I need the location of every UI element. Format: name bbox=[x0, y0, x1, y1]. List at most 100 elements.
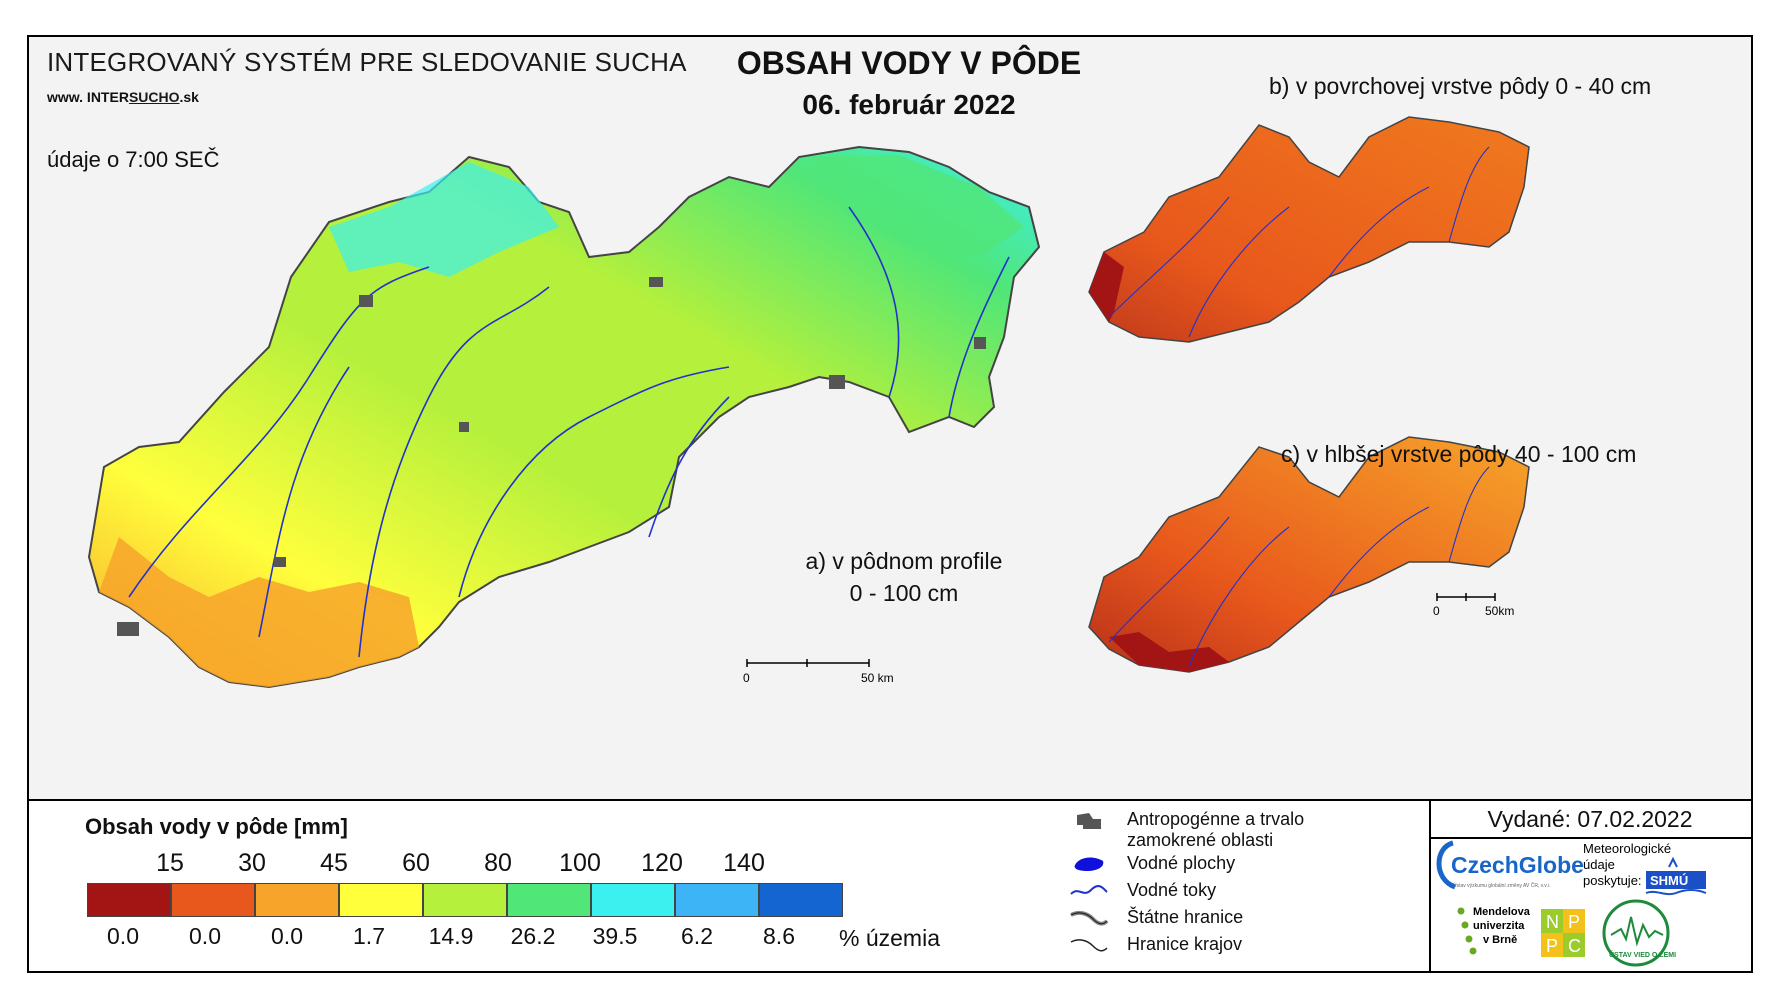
nppc-letter: N bbox=[1546, 912, 1559, 932]
scale-main-zero: 0 bbox=[743, 671, 750, 685]
shmu-logo: SHMÚ bbox=[1645, 856, 1707, 896]
shmu-note-line2: údaje bbox=[1583, 857, 1615, 872]
uvz-name: ÚSTAV VIED O ZEMI bbox=[1609, 950, 1676, 959]
logos-svg: CzechGlobe Ústav výzkumu globální změny … bbox=[1436, 840, 1707, 967]
uvz-logo: ÚSTAV VIED O ZEMI bbox=[1602, 899, 1676, 967]
anthropogenic-line1: Antropogénne a trvalo bbox=[1127, 809, 1305, 829]
map-a-rivers bbox=[128, 206, 1010, 658]
region-border-icon bbox=[1070, 939, 1108, 952]
mendel-logo: Mendelova univerzita v Brně bbox=[1457, 906, 1531, 955]
map-a bbox=[87, 145, 1041, 689]
czechglobe-name: CzechGlobe bbox=[1451, 852, 1584, 878]
map-a-wet-north bbox=[329, 162, 559, 277]
class-percent: 14.9 bbox=[428, 923, 474, 949]
legend-swatch bbox=[507, 883, 591, 917]
region-border-label: Hranice krajov bbox=[1127, 934, 1243, 954]
map-frame: 0 50 km 0 50km INTEGROVANÝ SYSTÉM PRE SL… bbox=[27, 35, 1753, 973]
scale-small-zero: 0 bbox=[1433, 604, 1440, 618]
scale-main-end: 50 km bbox=[861, 671, 894, 685]
class-percent: 0.0 bbox=[107, 923, 139, 949]
stream-icon bbox=[1070, 885, 1108, 895]
map-a-urban-areas bbox=[117, 277, 986, 636]
map-c-label: c) v hlbšej vrstve pôdy 40 - 100 cm bbox=[1281, 441, 1637, 467]
legend-percentages: 0.0 0.0 0.0 1.7 14.9 26.2 39.5 6.2 8.6 bbox=[87, 923, 847, 953]
nppc-letter: P bbox=[1546, 936, 1558, 956]
nppc-letter: P bbox=[1568, 912, 1580, 932]
threshold: 45 bbox=[320, 849, 348, 877]
symbol-anthropogenic: Antropogénne a trvalo zamokrené oblasti bbox=[1069, 809, 1309, 853]
map-b bbox=[1088, 116, 1530, 343]
website-link[interactable]: www. INTERSUCHO.sk bbox=[47, 89, 199, 105]
shmu-name: SHMÚ bbox=[1650, 873, 1688, 888]
nppc-letter: C bbox=[1568, 936, 1581, 956]
legend-swatch bbox=[423, 883, 507, 917]
legend-color-bar bbox=[87, 883, 843, 917]
shmu-note-line1: Meteorologické bbox=[1583, 841, 1671, 856]
class-percent: 8.6 bbox=[763, 923, 795, 949]
website-suffix: .sk bbox=[179, 89, 199, 105]
data-time: údaje o 7:00 SEČ bbox=[47, 147, 220, 172]
map-a-wet-east bbox=[809, 155, 1024, 257]
threshold: 60 bbox=[402, 849, 430, 877]
water-body-icon bbox=[1074, 857, 1104, 871]
class-percent: 0.0 bbox=[189, 923, 221, 949]
shmu-note: Meteorologické údaje poskytuje: bbox=[1583, 841, 1671, 888]
czechglobe-logo: CzechGlobe Ústav výzkumu globální změny … bbox=[1436, 840, 1584, 890]
state-border-icon bbox=[1070, 910, 1109, 926]
urban-area-icon bbox=[1077, 813, 1101, 829]
threshold: 120 bbox=[641, 849, 683, 877]
map-c bbox=[1088, 436, 1530, 673]
threshold: 140 bbox=[723, 849, 765, 877]
legend-swatch bbox=[759, 883, 843, 917]
scale-small-end: 50km bbox=[1485, 604, 1514, 618]
legend-swatch bbox=[87, 883, 171, 917]
map-a-label: a) v pôdnom profile 0 - 100 cm bbox=[789, 545, 1019, 609]
issued-box bbox=[1429, 801, 1753, 973]
map-c-rivers bbox=[1108, 466, 1490, 668]
map-a-label-line1: a) v pôdnom profile bbox=[805, 548, 1003, 574]
class-percent: 0.0 bbox=[271, 923, 303, 949]
legend-thresholds: 15 30 45 60 80 100 120 140 bbox=[85, 849, 845, 879]
issued-date: Vydané: 07.02.2022 bbox=[1429, 801, 1751, 839]
map-c-territory bbox=[1088, 436, 1530, 673]
symbol-state-border: Štátne hranice bbox=[1069, 907, 1309, 934]
system-title: INTEGROVANÝ SYSTÉM PRE SLEDOVANIE SUCHA bbox=[47, 47, 687, 77]
legend-swatch bbox=[171, 883, 255, 917]
water-bodies-label: Vodné plochy bbox=[1127, 853, 1236, 873]
map-area: 0 50 km 0 50km INTEGROVANÝ SYSTÉM PRE SL… bbox=[29, 37, 1751, 801]
mendel-line2: univerzita bbox=[1473, 920, 1525, 932]
legend-swatch bbox=[591, 883, 675, 917]
legend-title: Obsah vody v pôde [mm] bbox=[85, 814, 348, 839]
mendel-line3: v Brně bbox=[1483, 934, 1517, 946]
symbol-water-bodies: Vodné plochy bbox=[1069, 853, 1309, 880]
threshold: 80 bbox=[484, 849, 512, 877]
page-title: OBSAH VODY V PÔDE bbox=[736, 45, 1082, 81]
class-percent: 1.7 bbox=[353, 923, 385, 949]
map-c-dark-south bbox=[1109, 632, 1229, 672]
threshold: 15 bbox=[156, 849, 184, 877]
legend-swatch bbox=[339, 883, 423, 917]
threshold: 30 bbox=[238, 849, 266, 877]
website-bold: SUCHO bbox=[128, 89, 180, 105]
legend-swatch bbox=[255, 883, 339, 917]
map-b-territory bbox=[1088, 116, 1530, 343]
map-b-rivers bbox=[1108, 146, 1490, 338]
scale-bar-main bbox=[746, 659, 870, 667]
partner-logos: CzechGlobe Ústav výzkumu globální změny … bbox=[1431, 839, 1751, 973]
anthropogenic-line2: zamokrené oblasti bbox=[1127, 830, 1274, 850]
threshold: 100 bbox=[559, 849, 601, 877]
class-percent: 39.5 bbox=[592, 923, 638, 949]
maps-svg: 0 50 km 0 50km bbox=[87, 116, 1530, 689]
streams-label: Vodné toky bbox=[1127, 880, 1217, 900]
scale-bar-small bbox=[1436, 593, 1496, 601]
state-border-label: Štátne hranice bbox=[1127, 907, 1244, 927]
czechglobe-sub: Ústav výzkumu globální změny AV ČR, v.v.… bbox=[1453, 882, 1550, 889]
class-percent: 6.2 bbox=[681, 923, 713, 949]
map-a-label-line2: 0 - 100 cm bbox=[849, 580, 959, 606]
symbol-streams: Vodné toky bbox=[1069, 880, 1309, 907]
map-b-label: b) v povrchovej vrstve pôdy 0 - 40 cm bbox=[1269, 73, 1652, 99]
percent-unit: % územia bbox=[839, 925, 940, 951]
symbol-legend: Antropogénne a trvalo zamokrené oblasti … bbox=[1069, 809, 1309, 961]
legend-swatch bbox=[675, 883, 759, 917]
mendel-line1: Mendelova bbox=[1473, 906, 1531, 918]
